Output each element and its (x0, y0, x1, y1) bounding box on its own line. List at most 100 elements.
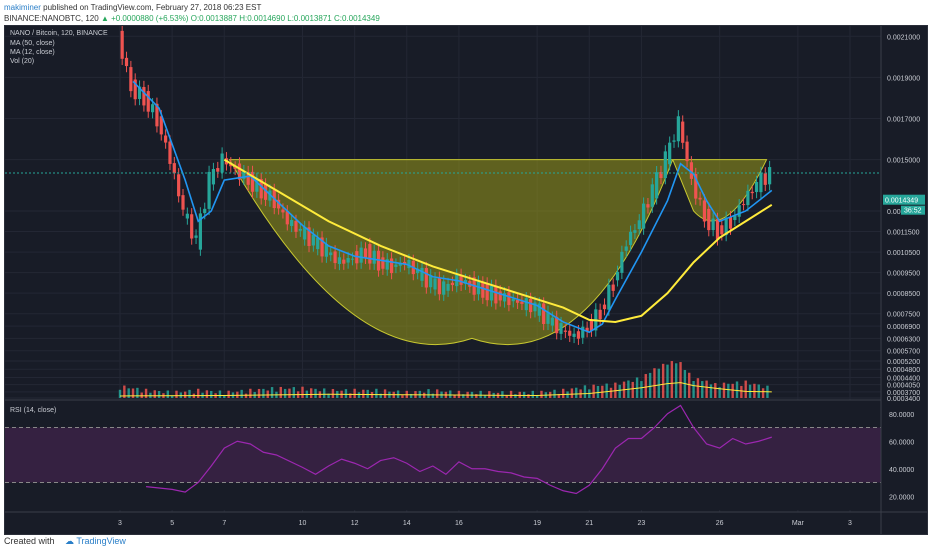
rsi-line (146, 404, 772, 495)
time-axis-label: 12 (351, 520, 359, 527)
last-price-text: 0.0014349 (885, 198, 918, 205)
volume-bar (540, 390, 543, 398)
candle-body (463, 279, 468, 284)
price-axis[interactable]: 0.0021000 0.0019000 0.0017000 0.0015000 0.00… (887, 34, 920, 403)
candle-body (694, 174, 698, 199)
price-axis-label: 0.0019000 (887, 75, 920, 82)
candle-body (142, 87, 146, 106)
volume-bar (714, 383, 717, 398)
rsi-band (5, 427, 881, 483)
candle-body (246, 172, 250, 185)
rsi-axis-label: 60.0000 (889, 439, 914, 446)
candle-body (628, 231, 633, 245)
candle-body (211, 169, 216, 185)
chart-svg[interactable]: 0.0021000 0.0019000 0.0017000 0.0015000 0.00… (5, 24, 927, 534)
candle-body (146, 91, 150, 112)
price-axis-label: 0.0003400 (887, 396, 920, 403)
volume-bar (653, 368, 656, 398)
candle-body (216, 168, 220, 172)
candle-body (133, 79, 137, 100)
candle-body (316, 237, 320, 250)
candle-body (494, 285, 498, 304)
volume-bar (631, 381, 634, 398)
ma50-line (223, 158, 773, 323)
candle-body (320, 237, 324, 257)
brand-name: TradingView (76, 536, 126, 546)
volume-bar (753, 383, 756, 398)
volume-bar (740, 385, 743, 398)
candle-body (437, 277, 441, 295)
candle-body (746, 190, 750, 206)
volume-bar (670, 361, 674, 398)
volume-bar (727, 383, 730, 398)
candle-body (741, 204, 746, 206)
volume-bar (592, 384, 595, 398)
rsi-axis-label: 80.0000 (889, 412, 914, 419)
candle-body (237, 163, 242, 180)
volume-bar (583, 385, 587, 398)
candle-body (185, 213, 189, 219)
price-axis-label: 0.0006300 (887, 336, 920, 343)
chart-panel[interactable]: 0.0021000 0.0019000 0.0017000 0.0015000 0.00… (4, 24, 928, 535)
candle-body (720, 225, 724, 235)
candle-body (290, 219, 294, 226)
candle-body (559, 323, 563, 334)
volume-bar (357, 392, 361, 398)
volume-bar (279, 386, 282, 398)
candle-body (659, 171, 663, 179)
candle-body (702, 200, 707, 222)
candle-body (359, 247, 363, 263)
candle-body (598, 309, 602, 320)
time-axis-label: 19 (533, 520, 541, 527)
publish-header: makiminer published on TradingView.com, … (4, 2, 380, 23)
candle-body (537, 303, 541, 316)
volume-bar (331, 389, 335, 398)
candle-body (164, 135, 168, 143)
candle-body (346, 258, 350, 263)
candle-body (342, 259, 346, 264)
volume-bar (270, 387, 274, 398)
candle-body (642, 203, 646, 229)
candle-body (646, 204, 650, 208)
volume-bar (562, 388, 565, 398)
volume-bar (535, 395, 539, 398)
volume-bar (457, 390, 461, 398)
volume-bar (240, 389, 243, 398)
rsi-axis[interactable]: 80.0000 60.0000 40.0000 20.0000 (889, 412, 914, 502)
candle-body (672, 140, 676, 142)
volume-bar (301, 386, 304, 398)
candle-body (159, 116, 163, 135)
volume-bar (144, 388, 148, 398)
price-axis-label: 0.0004800 (887, 367, 920, 374)
volume-bar (505, 395, 508, 398)
volume-bar (488, 391, 491, 398)
candle-body (728, 217, 733, 229)
candle-body (476, 281, 481, 295)
candle-body (546, 311, 550, 324)
candle-body (242, 171, 246, 179)
volume-bar (744, 380, 747, 398)
volume-bar (383, 389, 387, 398)
time-axis[interactable]: 3 5 7 10 12 14 16 19 21 23 26 Mar 3 (118, 520, 852, 527)
volume-bar (644, 374, 647, 398)
volume-bar (648, 372, 652, 398)
volume-bar (210, 390, 213, 398)
volume-bar (718, 387, 721, 398)
author-link[interactable]: makiminer (4, 3, 41, 12)
volume-bar (701, 381, 704, 398)
candle-body (303, 226, 307, 240)
price-axis-label: 0.0007500 (887, 312, 920, 319)
cup-pattern-shape (228, 159, 768, 346)
volume-bar (475, 394, 478, 398)
tradingview-logo[interactable]: ☁ TradingView (65, 536, 126, 546)
candle-body (485, 283, 489, 301)
time-axis-label: 26 (716, 520, 724, 527)
time-axis-label: 5 (170, 520, 174, 527)
volume-bar (479, 390, 482, 398)
volume-bar (362, 389, 365, 398)
candle-body (420, 267, 424, 281)
candle-body (394, 264, 398, 267)
cloud-icon: ☁ (65, 536, 75, 546)
candle-body (442, 281, 446, 295)
volume-bar (123, 385, 126, 398)
